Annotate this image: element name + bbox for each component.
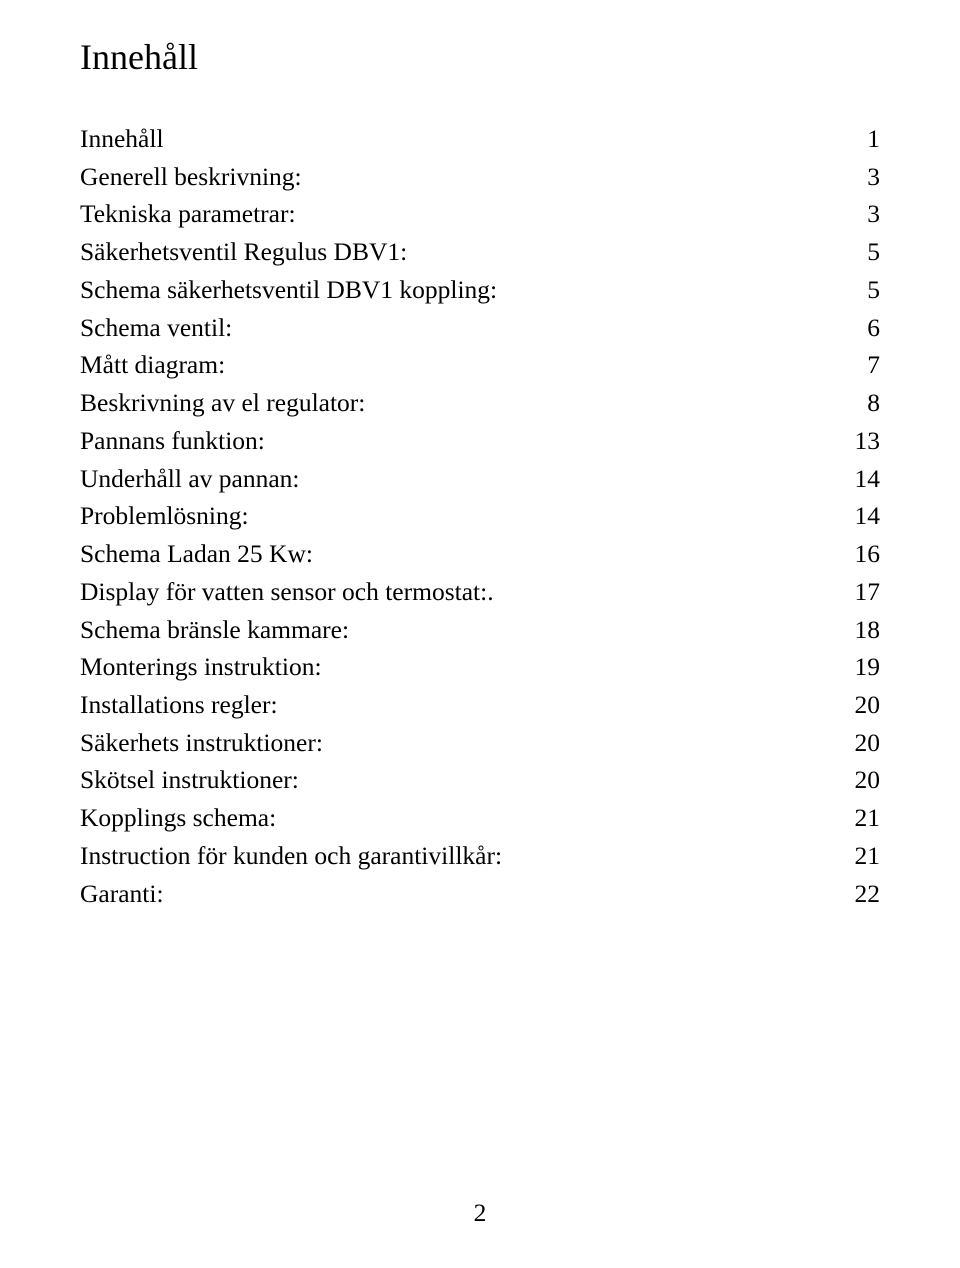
toc-entry-page: 17 bbox=[855, 573, 881, 611]
toc-row: Underhåll av pannan: 14 bbox=[80, 460, 880, 498]
toc-row: Skötsel instruktioner: 20 bbox=[80, 761, 880, 799]
toc-entry-label: Skötsel instruktioner: bbox=[80, 761, 299, 799]
toc-entry-page: 5 bbox=[867, 271, 880, 309]
toc-entry-page: 5 bbox=[867, 233, 880, 271]
toc-entry-page: 21 bbox=[855, 837, 881, 875]
toc-row: Generell beskrivning: 3 bbox=[80, 158, 880, 196]
toc-entry-page: 8 bbox=[867, 384, 880, 422]
toc-entry-page: 3 bbox=[867, 158, 880, 196]
toc-entry-page: 1 bbox=[867, 120, 880, 158]
toc-row: Säkerhets instruktioner: 20 bbox=[80, 724, 880, 762]
toc-entry-page: 19 bbox=[855, 648, 881, 686]
toc-entry-label: Mått diagram: bbox=[80, 346, 225, 384]
toc-entry-label: Säkerhets instruktioner: bbox=[80, 724, 323, 762]
toc-row: Tekniska parametrar: 3 bbox=[80, 195, 880, 233]
toc-entry-label: Display för vatten sensor och termostat:… bbox=[80, 573, 494, 611]
toc-row: Mått diagram: 7 bbox=[80, 346, 880, 384]
toc-row: Monterings instruktion: 19 bbox=[80, 648, 880, 686]
toc-entry-label: Schema säkerhetsventil DBV1 koppling: bbox=[80, 271, 497, 309]
toc-row: Display för vatten sensor och termostat:… bbox=[80, 573, 880, 611]
toc-row: Innehåll 1 bbox=[80, 120, 880, 158]
toc-entry-page: 18 bbox=[855, 611, 881, 649]
toc-row: Garanti: 22 bbox=[80, 875, 880, 913]
toc-entry-label: Garanti: bbox=[80, 875, 164, 913]
toc-row: Säkerhetsventil Regulus DBV1: 5 bbox=[80, 233, 880, 271]
toc-entry-label: Underhåll av pannan: bbox=[80, 460, 300, 498]
toc-entry-page: 14 bbox=[855, 460, 881, 498]
toc-entry-page: 20 bbox=[855, 724, 881, 762]
toc-row: Instruction för kunden och garantivillkå… bbox=[80, 837, 880, 875]
toc-entry-label: Installations regler: bbox=[80, 686, 278, 724]
toc-entry-label: Beskrivning av el regulator: bbox=[80, 384, 365, 422]
toc-entry-label: Schema bränsle kammare: bbox=[80, 611, 349, 649]
toc-row: Pannans funktion: 13 bbox=[80, 422, 880, 460]
toc-row: Schema ventil: 6 bbox=[80, 309, 880, 347]
page-title: Innehåll bbox=[80, 36, 880, 78]
toc-entry-label: Schema Ladan 25 Kw: bbox=[80, 535, 313, 573]
toc-entry-page: 22 bbox=[855, 875, 881, 913]
toc-row: Schema säkerhetsventil DBV1 koppling: 5 bbox=[80, 271, 880, 309]
toc-entry-page: 14 bbox=[855, 497, 881, 535]
toc-entry-page: 20 bbox=[855, 686, 881, 724]
toc-row: Installations regler: 20 bbox=[80, 686, 880, 724]
document-page: Innehåll Innehåll 1Generell beskrivning:… bbox=[0, 0, 960, 1268]
toc-entry-page: 6 bbox=[867, 309, 880, 347]
toc-entry-label: Problemlösning: bbox=[80, 497, 249, 535]
toc-entry-label: Monterings instruktion: bbox=[80, 648, 322, 686]
toc-entry-label: Pannans funktion: bbox=[80, 422, 265, 460]
toc-row: Schema bränsle kammare: 18 bbox=[80, 611, 880, 649]
toc-entry-page: 16 bbox=[855, 535, 881, 573]
toc-entry-page: 7 bbox=[867, 346, 880, 384]
toc-entry-page: 13 bbox=[855, 422, 881, 460]
toc-entry-label: Instruction för kunden och garantivillkå… bbox=[80, 837, 502, 875]
page-number: 2 bbox=[0, 1198, 960, 1228]
toc-row: Schema Ladan 25 Kw: 16 bbox=[80, 535, 880, 573]
toc-entry-page: 20 bbox=[855, 761, 881, 799]
toc-entry-page: 3 bbox=[867, 195, 880, 233]
table-of-contents: Innehåll 1Generell beskrivning: 3Teknisk… bbox=[80, 120, 880, 912]
toc-entry-label: Säkerhetsventil Regulus DBV1: bbox=[80, 233, 407, 271]
toc-entry-label: Tekniska parametrar: bbox=[80, 195, 296, 233]
toc-entry-label: Schema ventil: bbox=[80, 309, 232, 347]
toc-entry-page: 21 bbox=[855, 799, 881, 837]
toc-row: Beskrivning av el regulator: 8 bbox=[80, 384, 880, 422]
toc-entry-label: Kopplings schema: bbox=[80, 799, 276, 837]
toc-entry-label: Generell beskrivning: bbox=[80, 158, 302, 196]
toc-row: Kopplings schema: 21 bbox=[80, 799, 880, 837]
toc-entry-label: Innehåll bbox=[80, 120, 164, 158]
toc-row: Problemlösning: 14 bbox=[80, 497, 880, 535]
